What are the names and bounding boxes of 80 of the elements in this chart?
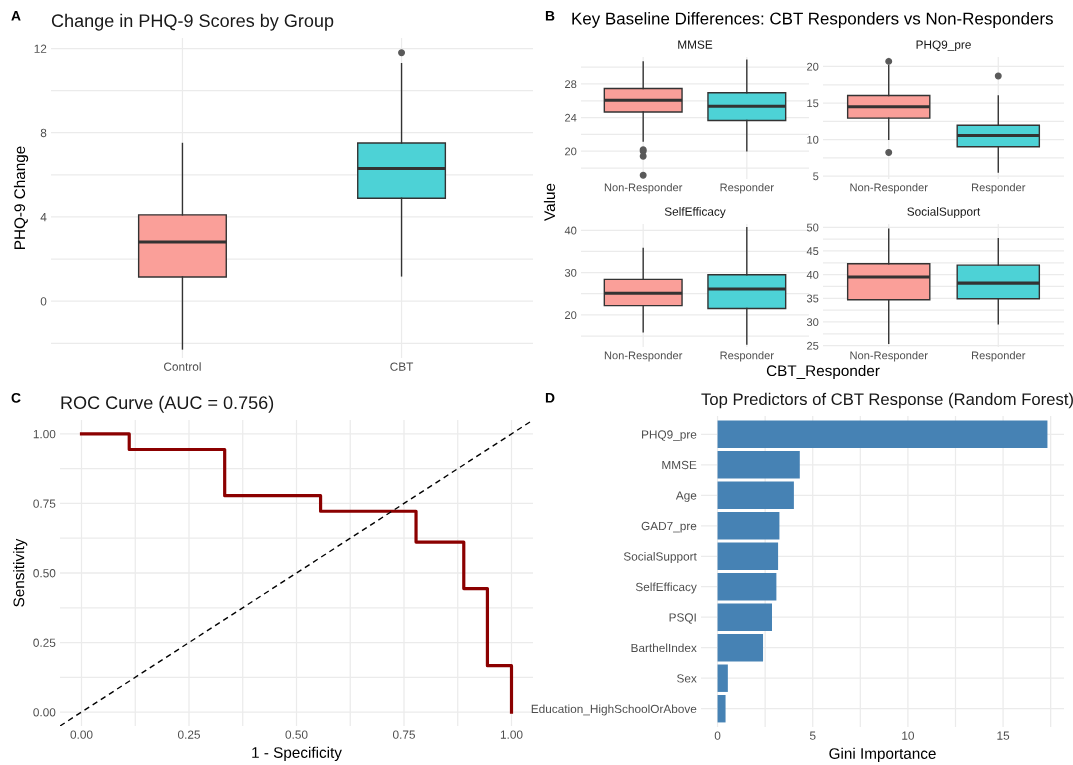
bar: [717, 634, 764, 662]
y-tick-label: 25: [807, 341, 819, 350]
chart-title: SocialSupport: [907, 207, 981, 219]
bar: [717, 512, 780, 540]
y-tick-label: Sex: [677, 674, 697, 683]
x-tick-label: 0.50: [285, 730, 308, 739]
x-tick-label: Responder: [720, 351, 774, 362]
y-tick-label: 20: [807, 62, 819, 71]
text: B: [545, 11, 555, 21]
y-tick-label: 28: [565, 80, 577, 89]
y-tick-label: 30: [806, 318, 819, 327]
y-tick-label: 40: [564, 226, 577, 235]
x-tick-label: Non-Responder: [604, 183, 683, 194]
line-series: [79, 432, 514, 714]
text: C: [11, 392, 21, 403]
y-tick-label: Education_HighSchoolOrAbove: [531, 704, 697, 716]
bar: [717, 573, 777, 601]
text: Value: [543, 183, 556, 221]
y-tick-label: 45: [806, 247, 819, 256]
y-axis-title: Sensitivity: [13, 538, 28, 607]
y-tick-label: 0: [40, 297, 47, 306]
y-tick-label: 4: [40, 213, 47, 222]
chart-title: Top Predictors of CBT Response (Random Forest): [701, 392, 1073, 409]
y-tick-label: SelfEfficacy: [635, 582, 697, 594]
x-tick-label: Responder: [972, 351, 1026, 362]
y-tick-label: 50: [806, 223, 819, 232]
x-tick-label: 0: [714, 731, 721, 740]
x-tick-label: Non-Responder: [604, 351, 683, 362]
chart-title: ROC Curve (AUC = 0.756): [61, 395, 274, 413]
y-tick-label: 30: [564, 268, 577, 277]
bar: [717, 451, 800, 479]
y-tick-label: 0.75: [33, 499, 56, 508]
y-tick-label: 15: [807, 99, 819, 108]
x-tick-label: 10: [902, 731, 915, 740]
x-tick-label: 15: [997, 731, 1010, 740]
x-tick-label: 0.25: [177, 730, 200, 739]
y-tick-label: 1.00: [33, 429, 56, 439]
x-tick-label: Non-Responder: [850, 351, 928, 362]
bar: [717, 694, 726, 723]
y-tick-label: 40: [806, 270, 819, 279]
chart-title: PHQ9_pre: [916, 40, 971, 52]
x-tick-label: 0.00: [70, 730, 93, 739]
x-tick-label: Control: [164, 362, 201, 371]
y-tick-label: 0.00: [33, 708, 56, 717]
chart-title: Change in PHQ-9 Scores by Group: [51, 13, 334, 31]
text: D: [545, 393, 555, 403]
y-tick-label: Age: [675, 491, 697, 502]
bar: [717, 603, 772, 631]
x-tick-label: Non-Responder: [850, 183, 928, 194]
x-axis-title: Gini Importance: [829, 747, 936, 762]
x-tick-label: CBT: [390, 362, 414, 371]
y-tick-label: PHQ9_pre: [642, 430, 697, 442]
y-tick-label: MMSE: [662, 460, 697, 470]
bar: [717, 481, 794, 509]
y-tick-label: 8: [40, 128, 47, 138]
y-tick-label: 0.50: [33, 569, 56, 578]
y-tick-label: 10: [807, 135, 819, 144]
text: Key Baseline Differences: CBT Responders vs Non-Responders: [572, 12, 1053, 28]
bar: [717, 420, 1048, 449]
y-axis-title: PHQ-9 Change: [13, 146, 29, 249]
y-tick-label: 35: [806, 294, 819, 303]
x-axis-title: 1 - Specificity: [252, 746, 342, 761]
x-tick-label: 0.75: [392, 730, 415, 739]
y-tick-label: BarthelIndex: [631, 643, 697, 653]
y-tick-label: 24: [565, 113, 577, 122]
y-tick-label: SocialSupport: [623, 551, 697, 563]
x-tick-label: Responder: [972, 183, 1026, 194]
x-tick-label: 1.00: [500, 730, 523, 739]
bar: [717, 664, 728, 692]
y-tick-label: 0.25: [33, 638, 56, 647]
y-tick-label: GAD7_pre: [641, 521, 697, 533]
y-tick-label: 20: [565, 311, 577, 320]
text: CBT_Responder: [766, 364, 880, 380]
bar: [717, 542, 779, 570]
x-tick-label: Responder: [720, 183, 774, 194]
text: A: [11, 11, 21, 21]
y-tick-label: 5: [813, 172, 819, 181]
y-tick-label: PSQI: [669, 613, 696, 624]
y-tick-label: 12: [34, 44, 47, 53]
y-tick-label: 20: [565, 147, 577, 156]
